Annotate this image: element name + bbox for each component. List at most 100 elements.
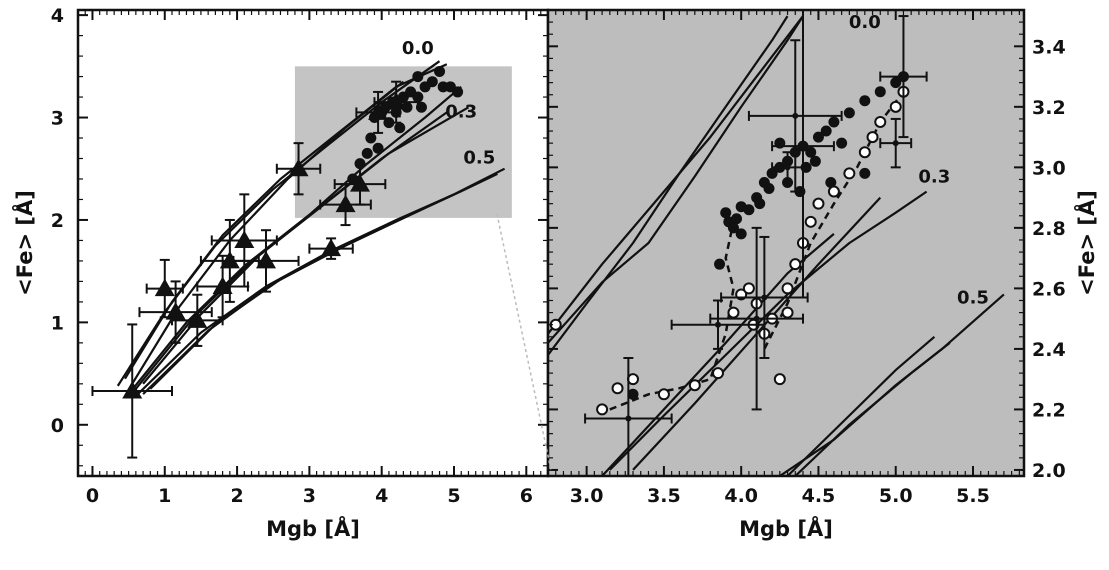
x-tick-label: 3.0: [570, 485, 604, 507]
filled-circle-point: [390, 106, 402, 118]
filled-circle-point: [735, 228, 747, 240]
filled-circle-point: [727, 222, 739, 234]
y-tick-label: 4: [51, 5, 64, 27]
filled-circle-point: [890, 77, 902, 89]
triangle-point: [335, 194, 356, 213]
y-axis-title: <Fe> [Å]: [1074, 190, 1099, 296]
x-tick-label: 4.5: [802, 485, 836, 507]
model-curve-0-5: [794, 342, 951, 476]
open-circle-point: [781, 282, 794, 295]
model-curve-0-0: [548, 15, 804, 344]
filled-circle-point: [820, 125, 832, 137]
open-circle-point: [688, 379, 701, 392]
filled-circle-point: [387, 96, 399, 108]
filled-circle-point: [412, 71, 424, 83]
filled-circle-point: [809, 155, 821, 167]
x-tick-label: 3.5: [647, 485, 681, 507]
triangle-point: [187, 310, 208, 328]
x-tick-label: 6: [520, 485, 533, 507]
filled-circle-point: [825, 176, 837, 188]
x-tick-label: 5.0: [879, 485, 913, 507]
filled-circle-point: [627, 388, 639, 400]
open-circle-point: [789, 258, 802, 271]
error-bar-center: [753, 315, 760, 322]
model-label: 0.3: [918, 166, 950, 187]
triangle-point: [234, 230, 255, 248]
filled-circle-point: [401, 101, 413, 113]
filled-circle-point: [843, 107, 855, 119]
filled-circle-point: [812, 131, 824, 143]
triangle-point: [122, 380, 143, 399]
model-curve-0-5: [149, 193, 455, 390]
left-panel: 0.0 0.3 0.5 0 1 2 3 4 5 6 0 1 2 3 4 Mgb [Å] <Fe> [Å]: [12, 5, 550, 541]
open-circle-point: [889, 100, 902, 113]
filled-circle-point: [426, 76, 438, 88]
zoom-connector-line: [496, 213, 552, 471]
open-circle-point: [804, 215, 817, 228]
filled-circle-point: [874, 86, 886, 98]
triangle-point: [154, 278, 175, 297]
filled-circle-point: [828, 116, 840, 128]
open-circle-point: [742, 282, 755, 295]
y-tick-label: 2.6: [1032, 278, 1066, 300]
plot-content: [91, 60, 506, 459]
filled-circle-point: [836, 137, 848, 149]
model-curve-0-0: [548, 15, 804, 335]
y-tick-label: 3.2: [1032, 97, 1066, 119]
x-axis-title: Mgb [Å]: [266, 516, 360, 541]
open-circle-point: [858, 146, 871, 159]
filled-circle-point: [434, 65, 446, 77]
open-circle-point: [596, 403, 609, 416]
filled-circle-point: [361, 147, 373, 159]
filled-circle-point: [415, 101, 427, 113]
open-circle-point: [843, 167, 856, 180]
y-tick-label: 0: [51, 415, 64, 437]
filled-circle-point: [754, 198, 766, 210]
triangle-point: [219, 250, 240, 269]
plot-area: [548, 10, 1024, 476]
error-bar-center: [792, 112, 799, 119]
y-tick-label: 3.0: [1032, 157, 1066, 179]
triangle-point: [288, 158, 309, 177]
filled-circle-point: [383, 117, 395, 129]
y-tick-label: 2: [51, 210, 64, 232]
open-circle-point: [773, 373, 786, 386]
triangle-point: [256, 250, 276, 269]
error-bar-center: [900, 73, 907, 80]
open-circle-point: [657, 388, 670, 401]
model-label: 0.0: [849, 12, 881, 33]
filled-circle-point: [372, 142, 384, 154]
filled-circle-point: [766, 167, 778, 179]
model-curve-0-5: [786, 335, 936, 476]
y-axis-title: <Fe> [Å]: [12, 190, 37, 296]
error-bar-center: [784, 164, 791, 171]
x-tick-label: 0: [86, 485, 99, 507]
x-tick-label: 4.0: [724, 485, 758, 507]
filled-circle-point: [714, 258, 726, 270]
y-tick-label: 3: [51, 108, 64, 130]
y-tick-label: 2.0: [1032, 460, 1066, 482]
filled-circle-point: [859, 167, 871, 179]
y-tick-label: 3.4: [1032, 36, 1066, 58]
model-curve-0-3: [609, 190, 928, 471]
error-bar-center: [625, 415, 632, 422]
x-tick-label: 3: [303, 485, 316, 507]
filled-circle-point: [731, 213, 743, 225]
open-circle-point: [712, 367, 724, 380]
filled-circle-point: [859, 95, 871, 107]
model-label: 0.0: [402, 38, 434, 59]
triangle-point: [350, 174, 370, 192]
filled-circle-point: [763, 183, 775, 195]
error-bar-center: [892, 140, 899, 147]
x-tick-label: 2: [230, 485, 243, 507]
y-tick-label: 2.4: [1032, 339, 1066, 361]
triangle-point: [321, 238, 342, 257]
open-circle-point: [827, 185, 840, 198]
y-tick-label: 2.2: [1032, 399, 1066, 421]
filled-circle-point: [354, 158, 366, 170]
x-tick-label: 4: [375, 485, 388, 507]
error-bar-center: [761, 294, 768, 301]
filled-circle-point: [743, 204, 755, 216]
filled-circle-point: [365, 132, 377, 144]
